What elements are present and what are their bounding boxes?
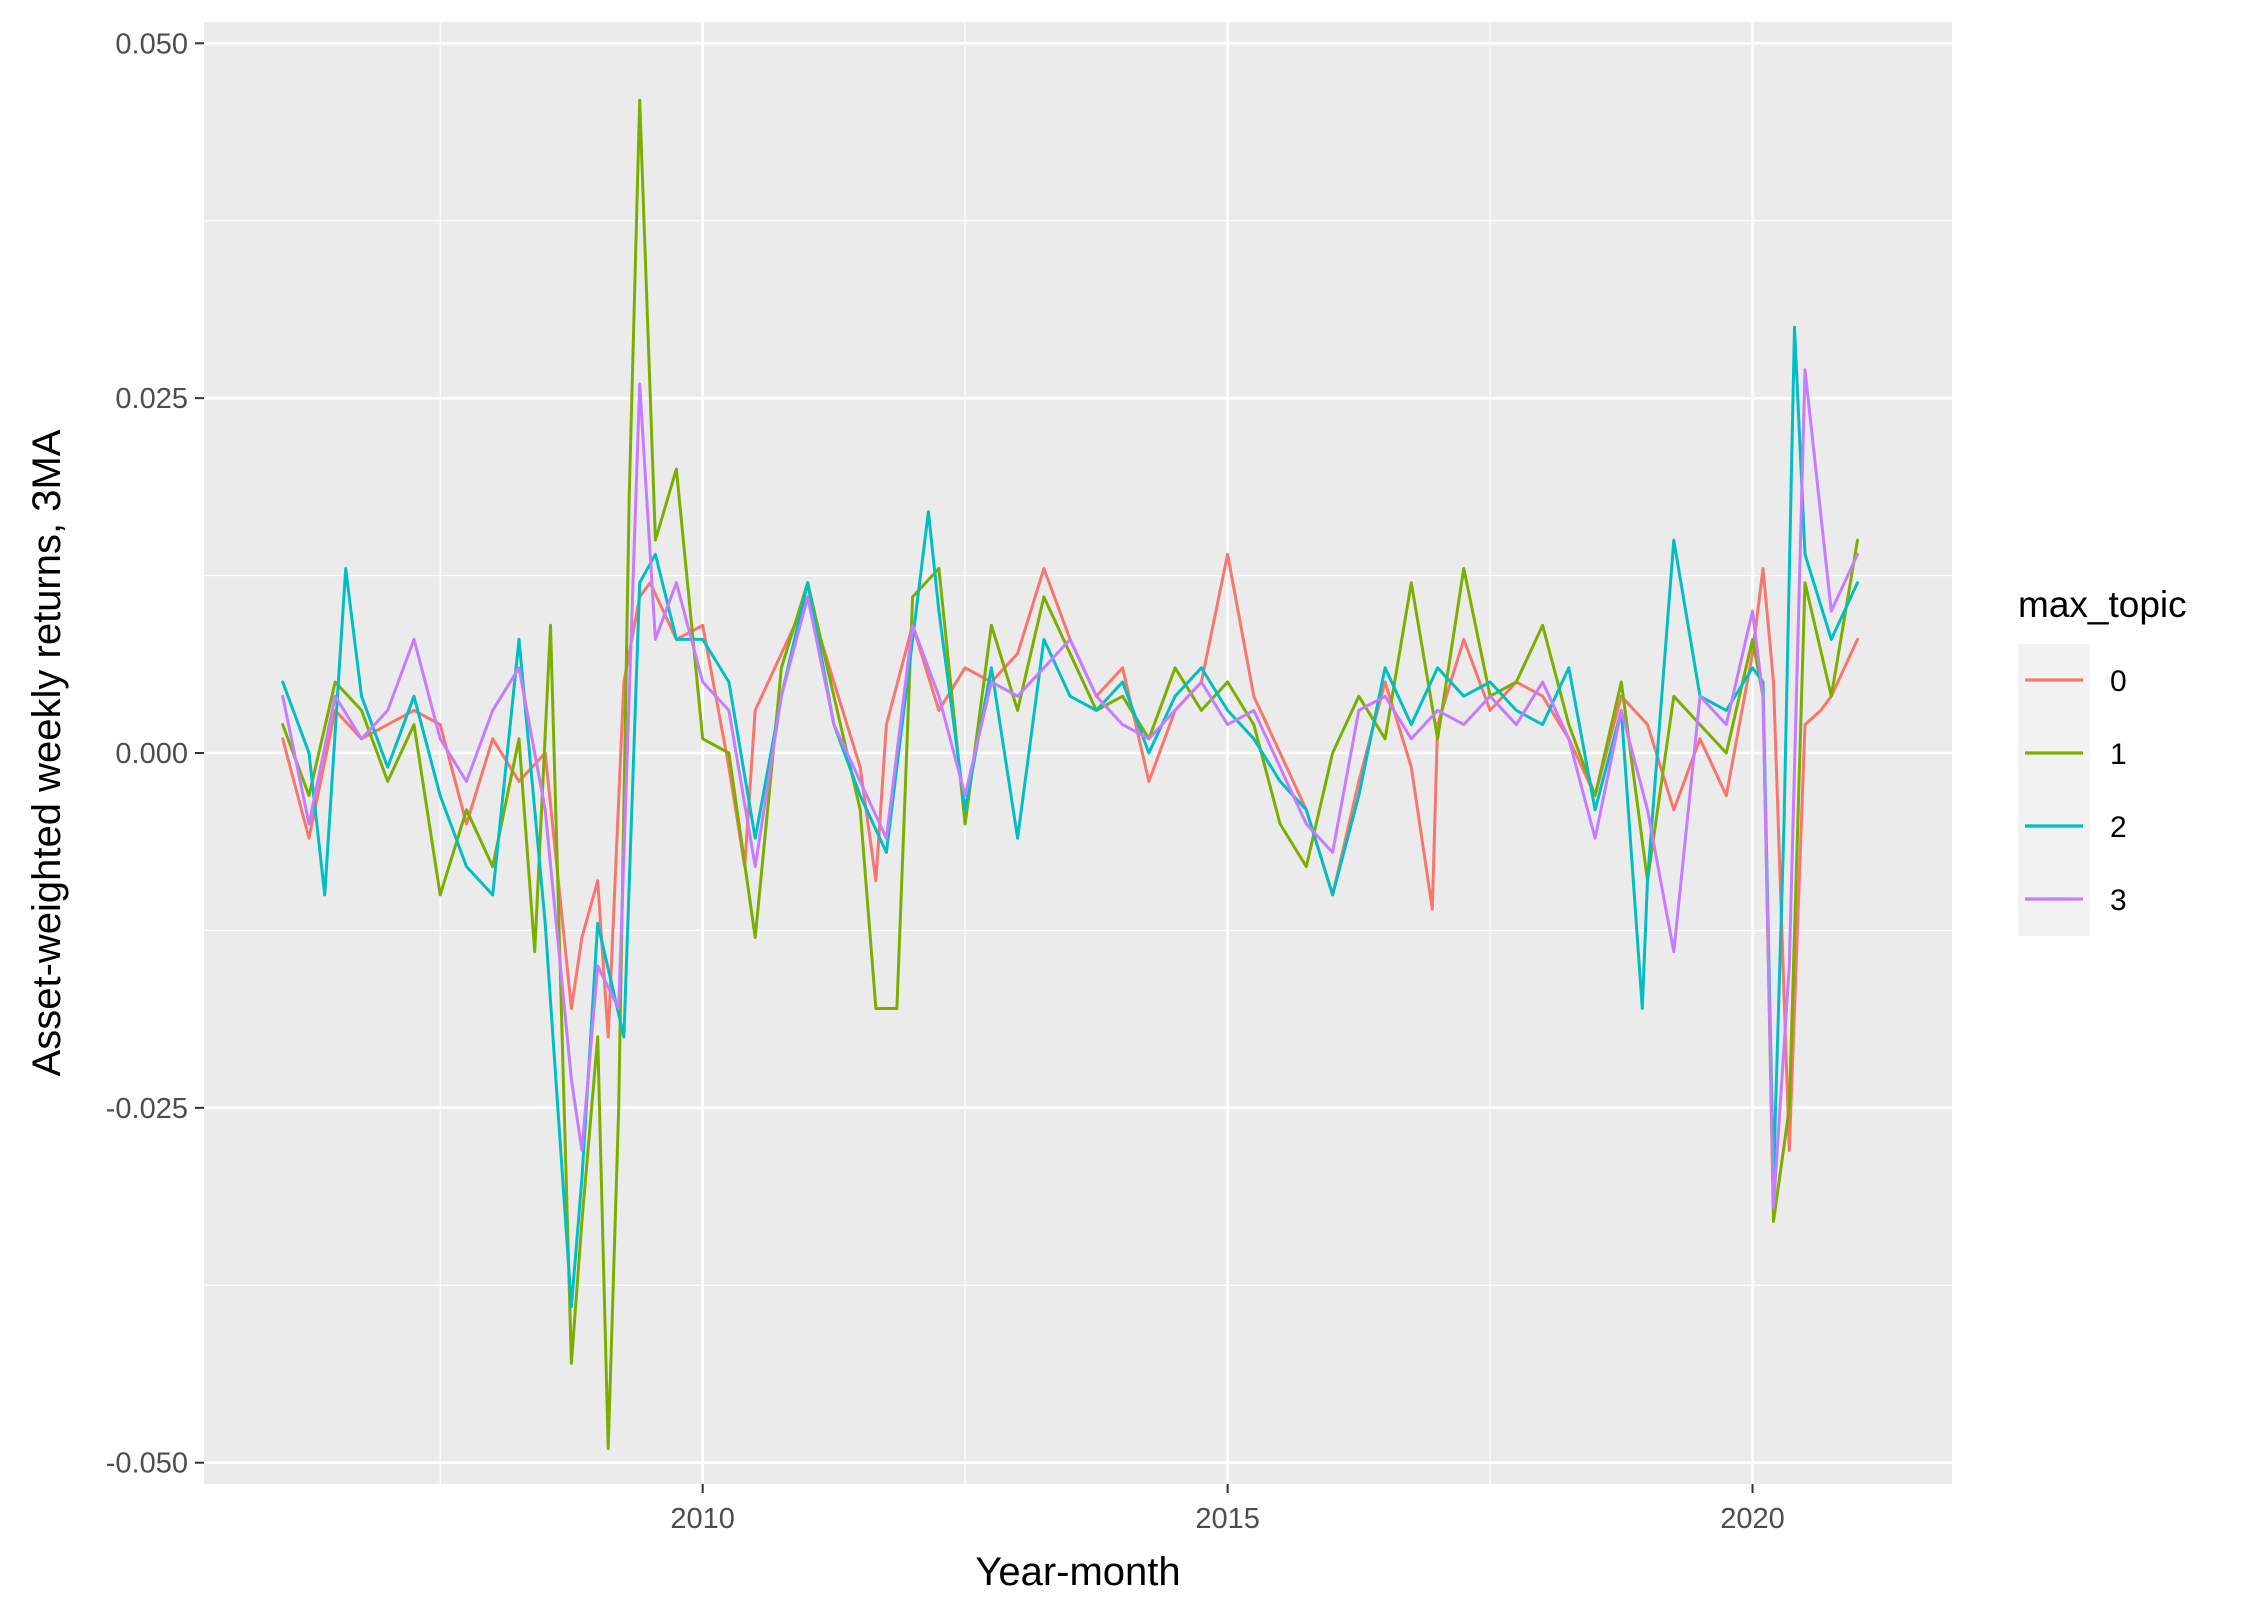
series-line-1 (281, 98, 1859, 1450)
series-line-2 (281, 325, 1859, 1309)
series-lines (281, 98, 1859, 1450)
legend-label-2: 2 (2110, 811, 2127, 844)
x-tick-label: 2020 (1720, 1503, 1785, 1535)
x-tick-label: 2010 (670, 1503, 735, 1535)
gridlines (204, 22, 1952, 1484)
y-tick-label: 0.050 (115, 28, 188, 60)
y-tick-label: 0.000 (115, 738, 188, 770)
legend-label-0: 0 (2110, 665, 2127, 698)
legend: max_topic 0 1 2 3 (2018, 584, 2187, 936)
legend-key-background (2018, 644, 2090, 936)
legend-label-1: 1 (2110, 738, 2127, 771)
y-tick-label: 0.025 (115, 383, 188, 415)
y-tick-label: -0.050 (106, 1448, 188, 1480)
x-axis-title: Year-month (975, 1550, 1180, 1594)
y-tick-label: -0.025 (106, 1093, 188, 1125)
legend-title: max_topic (2018, 584, 2187, 625)
series-line-3 (281, 368, 1859, 1209)
x-tick-label: 2015 (1195, 1503, 1260, 1535)
y-axis-title: Asset-weighted weekly returns, 3MA (25, 429, 69, 1076)
legend-label-3: 3 (2110, 884, 2127, 917)
series-line-0 (281, 552, 1859, 1152)
axes: -0.050 -0.025 0.000 0.025 0.050 2010 2015 2020 (106, 28, 1785, 1535)
